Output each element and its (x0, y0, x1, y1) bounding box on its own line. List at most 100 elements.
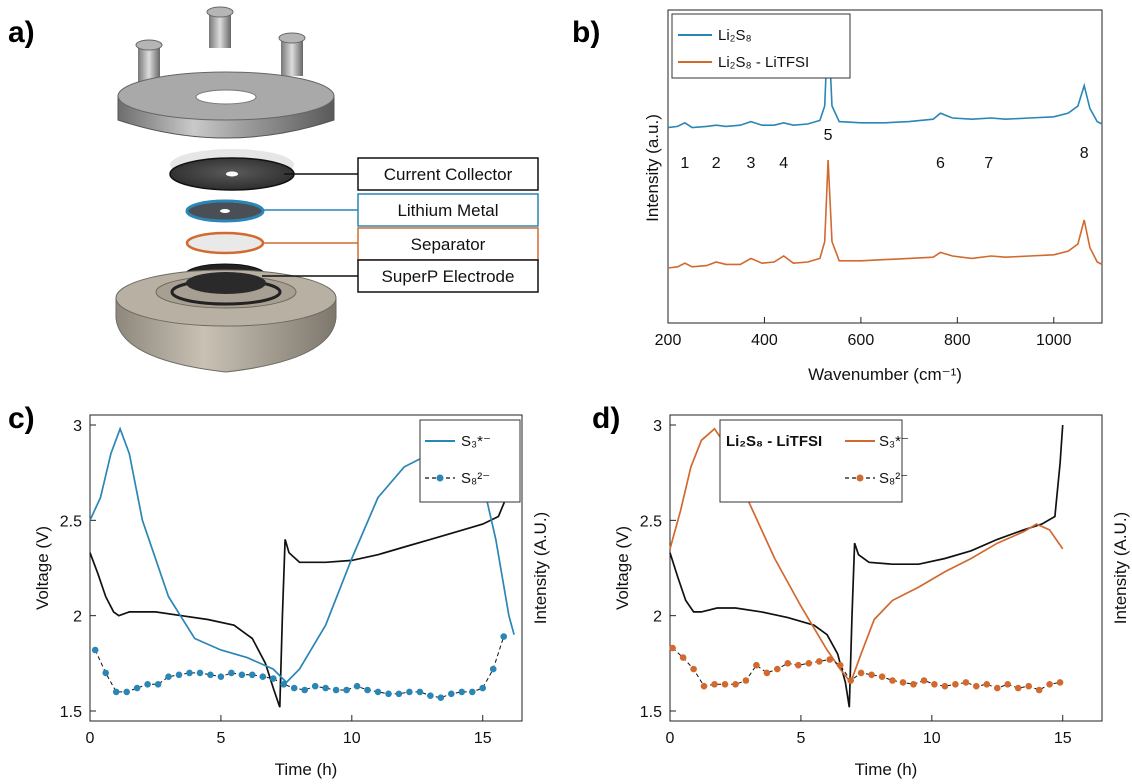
plot-d-marker (889, 677, 896, 684)
legend-d-text-0: S₃*⁻ (879, 433, 909, 450)
plot-c-marker (311, 682, 319, 690)
plot-c-marker (406, 688, 413, 696)
plot-c-marker (301, 686, 309, 694)
plot-d-marker (690, 665, 697, 673)
peak-label: 2 (712, 155, 721, 172)
current-collector-disk (169, 157, 295, 191)
plot-c-x-tick-label: 10 (343, 730, 361, 747)
legend-c-text-0: S₃*⁻ (461, 433, 491, 450)
bolt-center (206, 6, 234, 48)
legend-c-marker-1 (436, 474, 444, 482)
panel-b: b) 200 400 600 800 1000 1 2 3 4 5 6 7 8 Wavenumber … (572, 9, 1103, 384)
plot-b-peak-labels: 1 2 3 4 5 6 7 8 (680, 127, 1088, 172)
panel-a-letter: a) (8, 16, 35, 49)
plot-c-marker (343, 686, 350, 694)
plot-d-x-tick-label: 10 (923, 730, 941, 747)
callout-label-separator: Separator (411, 235, 486, 254)
plot-c-marker (207, 671, 214, 679)
plot-c-marker (332, 686, 340, 694)
plot-c-ticks: 0 5 10 15 1.5 2 2.5 3 (60, 418, 492, 747)
plot-d-marker (742, 677, 750, 684)
plot-c-marker (123, 688, 130, 696)
spectrum-line-0 (667, 21, 1103, 129)
legend-d-text-1: S₈²⁻ (879, 470, 908, 487)
plot-d-marker (899, 679, 907, 686)
panel-d-letter: d) (592, 402, 620, 435)
panel-d: d) 0 5 10 15 1.5 2 2.5 3 Time (h) Voltage (V) I… (592, 402, 1130, 779)
plot-c-series-0 (89, 424, 515, 708)
plot-d-marker (805, 660, 813, 667)
plot-c-marker (259, 673, 267, 680)
plot-d-marker (721, 681, 729, 688)
plot-d-series-0 (669, 424, 1064, 708)
plot-c-series-2 (94, 636, 505, 699)
bolt-right (278, 32, 306, 76)
peak-label: 5 (824, 127, 833, 144)
plot-d-marker (910, 681, 917, 688)
base-housing (115, 269, 337, 373)
plot-d-marker (857, 669, 865, 677)
plot-c-y-tick-label: 3 (73, 418, 82, 435)
plot-c-marker (196, 669, 204, 677)
plot-d-marker (1046, 681, 1053, 688)
plot-d-title: Li₂S₈ - LiTFSI (726, 433, 822, 450)
plot-c-marker (228, 669, 235, 677)
plot-d-marker (1056, 679, 1064, 686)
voltage-intensity-plot-c: 0 5 10 15 1.5 2 2.5 3 Time (h) Voltage (V) Inte… (33, 414, 550, 779)
plot-d-marker (826, 656, 833, 663)
plot-d-marker (836, 661, 844, 669)
plot-d-marker (763, 669, 771, 677)
plot-c-x-tick-label: 15 (474, 730, 492, 747)
callout-label-current-collector: Current Collector (384, 165, 513, 184)
plot-c-x-label: Time (h) (275, 760, 338, 779)
plot-c-y-tick-label: 1.5 (60, 704, 82, 721)
plot-c-marker (322, 684, 329, 692)
plot-b-x-tick-label: 600 (848, 332, 875, 349)
voltage-intensity-plot-d: 0 5 10 15 1.5 2 2.5 3 Time (h) Voltage (V) Inte… (613, 414, 1130, 779)
plot-c-x-tick-label: 5 (216, 730, 225, 747)
plot-c-marker (186, 669, 193, 677)
plot-d-marker (868, 671, 875, 679)
plot-b-x-tick-label: 1000 (1036, 332, 1072, 349)
plot-c-y-label: Voltage (V) (33, 526, 52, 610)
legend-b-text-1: Li₂S₈ - LiTFSI (718, 54, 809, 71)
plot-c-marker (249, 671, 256, 679)
plot-d-marker (941, 682, 949, 690)
plot-b-series (667, 21, 1103, 269)
plot-d-marker (669, 644, 676, 652)
plot-c-frame (89, 414, 523, 722)
plot-d-marker (1004, 681, 1011, 688)
plot-d-marker (815, 658, 823, 665)
plot-d-marker (878, 673, 886, 680)
panel-c: c) 0 5 10 15 1.5 2 2.5 3 Time (h) Voltage (V) I… (8, 402, 550, 779)
peak-label: 1 (680, 155, 689, 172)
panel-a: a) (8, 6, 539, 373)
callout-current-collector: Current Collector (357, 157, 539, 191)
plot-d-marker (994, 684, 1001, 692)
plot-c-marker (290, 684, 298, 692)
peak-label: 6 (936, 155, 945, 172)
plot-d-marker (711, 681, 718, 688)
plot-d-ticks: 0 5 10 15 1.5 2 2.5 3 (640, 418, 1072, 747)
plot-d-marker (983, 681, 991, 688)
plot-c-marker (217, 673, 225, 680)
plot-c-marker (133, 684, 141, 692)
plot-d-marker (732, 681, 739, 688)
plot-d-marker (774, 665, 781, 673)
plot-d-x-label: Time (h) (855, 760, 918, 779)
callout-superp-electrode: SuperP Electrode (357, 259, 539, 293)
plot-d-marker (1035, 686, 1043, 694)
plot-c-marker (165, 673, 172, 680)
plot-d-marker (920, 677, 928, 684)
plot-b-frame (667, 9, 1103, 324)
plot-c-series (89, 424, 515, 708)
plot-c-marker (489, 665, 497, 673)
plot-d-marker (973, 682, 980, 690)
peak-label: 8 (1080, 145, 1089, 162)
separator-disk (185, 231, 265, 255)
plot-b-x-label: Wavenumber (cm⁻¹) (808, 365, 962, 384)
callout-separator: Separator (357, 227, 539, 261)
plot-c-marker (458, 688, 466, 696)
plot-b-legend: Li₂S₈ Li₂S₈ - LiTFSI (671, 13, 851, 79)
plot-d-marker (931, 681, 938, 688)
